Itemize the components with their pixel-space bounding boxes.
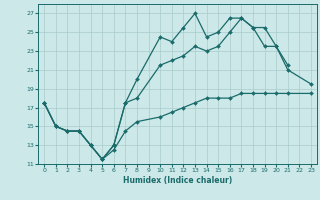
X-axis label: Humidex (Indice chaleur): Humidex (Indice chaleur) [123,176,232,185]
